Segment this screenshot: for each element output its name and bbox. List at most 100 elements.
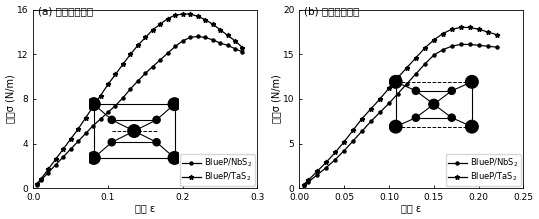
BlueP/NbS$_2$ [98,118,104,120]
BlueP/NbS$_2$ [431,54,437,57]
BlueP/TaS$_2$ [217,28,223,31]
BlueP/NbS$_2$ [187,36,194,39]
Line: BlueP/TaS$_2$: BlueP/TaS$_2$ [301,25,499,187]
BlueP/NbS$_2$ [332,158,338,161]
BlueP/NbS$_2$ [458,43,464,46]
BlueP/NbS$_2$ [475,44,482,47]
BlueP/TaS$_2$ [431,39,437,41]
BlueP/NbS$_2$ [239,51,246,53]
BlueP/TaS$_2$ [377,98,383,100]
BlueP/TaS$_2$ [448,28,455,30]
BlueP/TaS$_2$ [150,28,156,31]
BlueP/TaS$_2$ [404,66,410,69]
BlueP/NbS$_2$ [395,92,401,95]
BlueP/TaS$_2$ [475,28,482,30]
BlueP/NbS$_2$ [323,166,329,169]
BlueP/TaS$_2$ [359,117,365,120]
BlueP/TaS$_2$ [466,26,473,29]
BlueP/TaS$_2$ [485,31,491,33]
BlueP/NbS$_2$ [413,72,419,75]
BlueP/NbS$_2$ [60,156,66,158]
Line: BlueP/NbS$_2$: BlueP/NbS$_2$ [36,35,244,186]
BlueP/TaS$_2$ [127,53,134,56]
BlueP/NbS$_2$ [359,130,365,132]
BlueP/NbS$_2$ [217,42,223,44]
BlueP/NbS$_2$ [314,173,321,176]
BlueP/TaS$_2$ [120,63,126,66]
Line: BlueP/TaS$_2$: BlueP/TaS$_2$ [34,12,245,186]
BlueP/TaS$_2$ [187,13,194,15]
BlueP/TaS$_2$ [202,18,209,21]
BlueP/TaS$_2$ [439,32,446,35]
BlueP/NbS$_2$ [45,171,52,174]
BlueP/NbS$_2$ [157,58,163,61]
BlueP/NbS$_2$ [67,148,74,150]
BlueP/NbS$_2$ [90,124,96,127]
BlueP/TaS$_2$ [52,158,59,161]
BlueP/TaS$_2$ [157,23,163,25]
BlueP/TaS$_2$ [350,129,356,131]
BlueP/TaS$_2$ [458,26,464,29]
BlueP/TaS$_2$ [224,34,231,37]
BlueP/TaS$_2$ [98,94,104,97]
BlueP/NbS$_2$ [350,140,356,142]
BlueP/TaS$_2$ [142,36,149,39]
BlueP/NbS$_2$ [172,45,178,48]
BlueP/TaS$_2$ [413,57,419,59]
BlueP/NbS$_2$ [448,45,455,48]
BlueP/NbS$_2$ [142,72,149,74]
BlueP/NbS$_2$ [105,111,111,114]
BlueP/TaS$_2$ [395,76,401,79]
BlueP/NbS$_2$ [52,163,59,166]
BlueP/TaS$_2$ [209,23,216,25]
BlueP/TaS$_2$ [38,178,44,181]
BlueP/TaS$_2$ [305,179,312,182]
BlueP/NbS$_2$ [112,104,119,107]
BlueP/TaS$_2$ [341,140,347,143]
BlueP/NbS$_2$ [493,46,500,48]
BlueP/NbS$_2$ [341,149,347,152]
BlueP/NbS$_2$ [120,96,126,99]
BlueP/NbS$_2$ [305,181,312,183]
BlueP/TaS$_2$ [34,182,40,185]
BlueP/NbS$_2$ [377,111,383,114]
X-axis label: 应变 ε: 应变 ε [401,203,421,214]
BlueP/TaS$_2$ [75,128,81,130]
BlueP/TaS$_2$ [60,148,66,150]
Y-axis label: 应力σ (N/m): 应力σ (N/m) [272,74,281,123]
BlueP/NbS$_2$ [179,40,186,42]
BlueP/TaS$_2$ [90,105,96,108]
BlueP/NbS$_2$ [301,184,307,186]
BlueP/TaS$_2$ [301,183,307,186]
Text: (b) 沿扶手椅方向: (b) 沿扶手椅方向 [304,6,359,16]
BlueP/TaS$_2$ [179,13,186,15]
X-axis label: 应变 ε: 应变 ε [135,203,155,214]
BlueP/TaS$_2$ [332,151,338,154]
BlueP/NbS$_2$ [224,44,231,47]
BlueP/TaS$_2$ [105,83,111,86]
BlueP/TaS$_2$ [421,47,428,49]
Line: BlueP/NbS$_2$: BlueP/NbS$_2$ [302,43,498,187]
BlueP/NbS$_2$ [209,38,216,41]
BlueP/NbS$_2$ [485,45,491,48]
BlueP/NbS$_2$ [164,52,171,55]
BlueP/NbS$_2$ [386,102,392,105]
BlueP/NbS$_2$ [82,132,89,135]
Text: (a) 沿锅齿形方向: (a) 沿锅齿形方向 [38,6,93,16]
BlueP/TaS$_2$ [314,170,321,173]
BlueP/NbS$_2$ [439,48,446,51]
Legend: BlueP/NbS$_2$, BlueP/TaS$_2$: BlueP/NbS$_2$, BlueP/TaS$_2$ [446,154,521,186]
BlueP/TaS$_2$ [67,138,74,140]
BlueP/NbS$_2$ [150,65,156,68]
BlueP/TaS$_2$ [386,87,392,90]
BlueP/NbS$_2$ [135,80,141,82]
BlueP/TaS$_2$ [112,73,119,76]
BlueP/NbS$_2$ [127,88,134,90]
Y-axis label: 应力σ (N/m): 应力σ (N/m) [5,74,16,123]
BlueP/NbS$_2$ [404,82,410,85]
BlueP/NbS$_2$ [421,63,428,65]
BlueP/TaS$_2$ [493,33,500,36]
BlueP/NbS$_2$ [368,120,374,123]
BlueP/NbS$_2$ [466,43,473,46]
BlueP/NbS$_2$ [34,184,40,186]
